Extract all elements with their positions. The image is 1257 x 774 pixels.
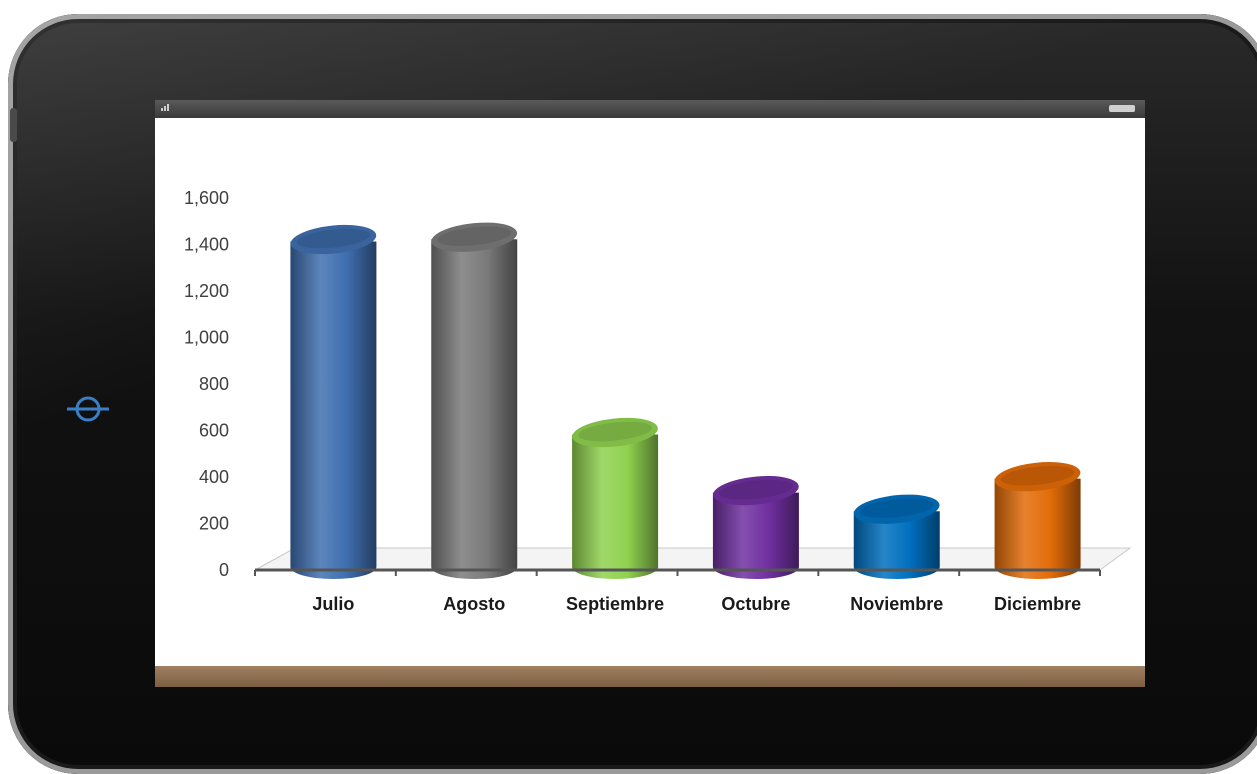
bar-agosto xyxy=(431,222,518,579)
y-tick-label: 400 xyxy=(199,467,229,487)
bars xyxy=(290,222,1081,579)
bar-top-shade xyxy=(578,421,652,442)
bar-body xyxy=(712,492,799,579)
bar-body xyxy=(853,511,940,579)
y-tick-label: 600 xyxy=(199,421,229,441)
tablet-screen: 0 200 400 600 800 1,000 1,200 1,400 1,600 Julio A… xyxy=(155,100,1145,687)
bar-septiembre xyxy=(572,417,659,579)
bar-top-shade xyxy=(437,226,512,246)
bottom-bar xyxy=(155,666,1145,687)
bar-julio xyxy=(290,224,377,579)
bar-top-shade xyxy=(296,228,371,249)
home-button-icon[interactable] xyxy=(67,393,109,425)
y-tick-label: 1,400 xyxy=(184,235,229,255)
category-label: Agosto xyxy=(443,594,505,614)
category-label: Noviembre xyxy=(850,594,943,614)
y-tick-label: 1,000 xyxy=(184,328,229,348)
bar-top-shade xyxy=(859,498,934,518)
y-tick-label: 800 xyxy=(199,374,229,394)
y-tick-label: 200 xyxy=(199,514,229,534)
bar-body xyxy=(290,241,377,579)
category-labels: Julio Agosto Septiembre Octubre Noviembre Dic… xyxy=(312,594,1081,614)
bar-diciembre xyxy=(994,462,1081,579)
bar-body xyxy=(431,239,518,579)
bar-chart: 0 200 400 600 800 1,000 1,200 1,400 1,600 Julio A… xyxy=(184,188,1132,614)
bar-noviembre xyxy=(853,494,940,579)
bar-top-shade xyxy=(1000,465,1075,486)
y-axis-ticks: 0 200 400 600 800 1,000 1,200 1,400 1,600 xyxy=(184,188,229,580)
category-label: Julio xyxy=(312,594,354,614)
category-label: Octubre xyxy=(721,594,790,614)
battery-icon xyxy=(1109,105,1135,112)
signal-icon xyxy=(161,103,171,111)
y-tick-label: 1,600 xyxy=(184,188,229,208)
y-tick-label: 0 xyxy=(219,560,229,580)
x-axis xyxy=(254,568,1101,576)
category-label: Diciembre xyxy=(994,594,1081,614)
side-button[interactable] xyxy=(10,108,17,142)
bar-body xyxy=(572,434,659,579)
status-bar xyxy=(155,100,1145,118)
bar-body xyxy=(994,478,1081,579)
y-tick-label: 1,200 xyxy=(184,281,229,301)
bar-top-shade xyxy=(719,479,793,500)
bar-octubre xyxy=(712,475,799,579)
category-label: Septiembre xyxy=(566,594,664,614)
